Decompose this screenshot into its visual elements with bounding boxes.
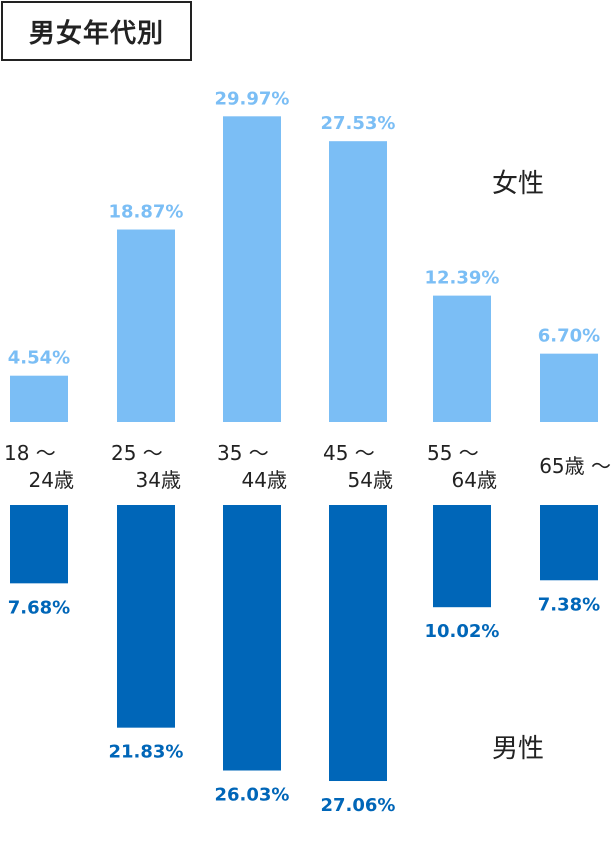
category-label: 64歳 [452,468,497,492]
male-data-labels: 7.68% 21.83% 26.03% 27.06% 10.02% 7.38% [8,594,600,816]
male-bar [540,505,598,581]
female-value-label: 27.53% [321,113,396,134]
category-label: 65歳 ～ [539,454,611,478]
female-bar [117,229,175,422]
chart-title: 男女年代別 [28,18,164,49]
female-value-label: 12.39% [425,268,500,289]
male-value-label: 27.06% [321,795,396,816]
legend-male: 男性 [492,734,544,764]
male-value-label: 7.68% [8,597,70,618]
male-value-label: 26.03% [215,785,290,806]
category-label: 24歳 [29,468,74,492]
female-bars [10,116,598,422]
female-value-label: 4.54% [8,348,70,369]
female-value-label: 18.87% [109,202,184,223]
female-bar [329,141,387,422]
male-value-label: 10.02% [425,621,500,642]
category-label: 44歳 [242,468,287,492]
male-value-label: 21.83% [109,742,184,763]
male-bars [10,505,598,782]
female-value-label: 6.70% [538,326,600,347]
category-label: 34歳 [136,468,181,492]
category-label: 18 ～ [4,441,56,465]
category-label: 54歳 [348,468,393,492]
category-label: 25 ～ [111,441,163,465]
chart-title-box: 男女年代別 [1,1,192,61]
female-value-label: 29.97% [215,88,290,109]
female-data-labels: 4.54% 18.87% 29.97% 27.53% 12.39% 6.70% [8,88,600,368]
category-label: 35 ～ [217,441,269,465]
category-label: 55 ～ [427,441,479,465]
female-bar [540,353,598,422]
category-label: 45 ～ [323,441,375,465]
female-bar [433,295,491,422]
male-bar [223,505,281,771]
male-bar [329,505,387,782]
category-labels: 18 ～ 24歳 25 ～ 34歳 35 ～ 44歳 45 ～ 54歳 55 ～ 64歳 65歳 ～ [4,441,611,492]
legend-female: 女性 [492,169,544,199]
male-bar [10,505,68,584]
male-bar [433,505,491,608]
female-bar [10,375,68,422]
female-bar [223,116,281,422]
male-bar [117,505,175,728]
male-value-label: 7.38% [538,594,600,615]
